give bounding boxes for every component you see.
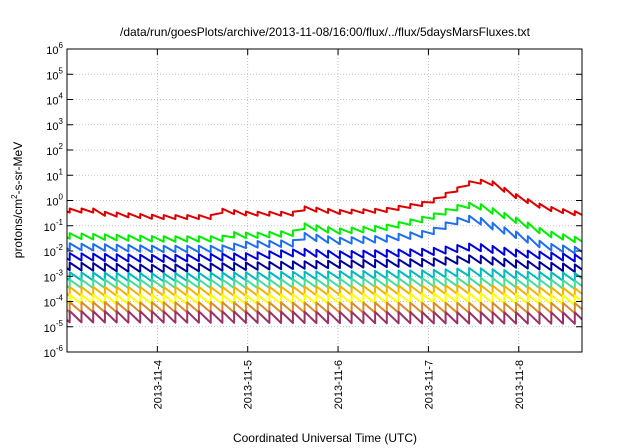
y-tick-label: 104 xyxy=(46,92,63,108)
flux-series-3 xyxy=(66,214,583,255)
y-tick-exponent: -5 xyxy=(56,319,64,328)
flux-series-8 xyxy=(66,283,583,299)
y-tick-label: 10-1 xyxy=(44,218,64,234)
series-layer xyxy=(66,178,583,325)
chart-title: /data/run/goesPlots/archive/2013-11-08/1… xyxy=(120,25,531,39)
y-tick-base: 10 xyxy=(46,197,58,209)
y-axis-label-main: protons/cm xyxy=(11,199,25,258)
y-tick-base: 10 xyxy=(44,222,56,234)
flux-series-2 xyxy=(66,201,583,244)
y-tick-label: 103 xyxy=(46,117,63,133)
flux-series-9 xyxy=(66,292,583,307)
y-tick-label: 10-2 xyxy=(44,243,64,259)
flux-series-4 xyxy=(66,242,583,263)
x-tick-label: 2013-11-6 xyxy=(333,360,345,409)
x-tick-label: 2013-11-4 xyxy=(152,360,164,409)
y-tick-label: 10-6 xyxy=(44,344,64,360)
y-tick-exponent: -3 xyxy=(56,268,64,277)
flux-series-5 xyxy=(66,254,583,274)
y-axis: 10-610-510-410-310-210-11001011021031041… xyxy=(44,41,582,360)
y-tick-exponent: -6 xyxy=(56,344,64,353)
y-tick-label: 106 xyxy=(46,41,63,57)
y-tick-base: 10 xyxy=(46,70,58,82)
y-tick-label: 10-3 xyxy=(44,268,64,284)
y-tick-base: 10 xyxy=(46,146,58,158)
y-tick-label: 105 xyxy=(46,66,63,82)
y-tick-base: 10 xyxy=(44,298,56,310)
flux-series-7 xyxy=(66,276,583,291)
y-tick-base: 10 xyxy=(44,323,56,335)
y-axis-label: protons/cm2-s-sr-MeV xyxy=(10,142,25,258)
y-tick-base: 10 xyxy=(46,171,58,183)
y-axis-label-exponent: 2 xyxy=(10,194,19,199)
flux-series-11 xyxy=(66,310,583,325)
y-tick-label: 101 xyxy=(46,167,63,183)
y-tick-base: 10 xyxy=(46,96,58,108)
y-tick-label: 102 xyxy=(46,142,63,158)
y-tick-base: 10 xyxy=(46,121,58,133)
x-axis-label: Coordinated Universal Time (UTC) xyxy=(233,431,417,445)
y-tick-exponent: 2 xyxy=(59,142,64,151)
x-tick-label: 2013-11-8 xyxy=(514,360,526,409)
y-tick-exponent: 3 xyxy=(59,117,64,126)
x-axis: 2013-11-4 2013-11-5 2013-11-6 2013-11-7 2013… xyxy=(152,49,526,409)
y-tick-base: 10 xyxy=(44,247,56,259)
y-tick-base: 10 xyxy=(46,45,58,57)
y-tick-exponent: 0 xyxy=(59,193,64,202)
x-tick-label: 2013-11-7 xyxy=(423,360,435,409)
y-tick-base: 10 xyxy=(44,272,56,284)
flux-series-6 xyxy=(66,267,583,283)
flux-series-1 xyxy=(66,178,583,221)
y-tick-exponent: -2 xyxy=(56,243,64,252)
y-tick-label: 100 xyxy=(46,193,63,209)
y-tick-exponent: 1 xyxy=(59,167,64,176)
y-tick-base: 10 xyxy=(44,348,56,360)
y-tick-label: 10-4 xyxy=(44,294,64,310)
y-tick-exponent: -4 xyxy=(56,294,64,303)
y-tick-exponent: 4 xyxy=(59,92,64,101)
x-tick-label: 2013-11-5 xyxy=(243,360,255,409)
y-tick-exponent: -1 xyxy=(56,218,64,227)
flux-series-10 xyxy=(66,301,583,315)
y-tick-exponent: 5 xyxy=(59,66,64,75)
y-tick-exponent: 6 xyxy=(59,41,64,50)
y-axis-label-unit: -s-sr-MeV xyxy=(11,142,25,195)
y-tick-label: 10-5 xyxy=(44,319,64,335)
